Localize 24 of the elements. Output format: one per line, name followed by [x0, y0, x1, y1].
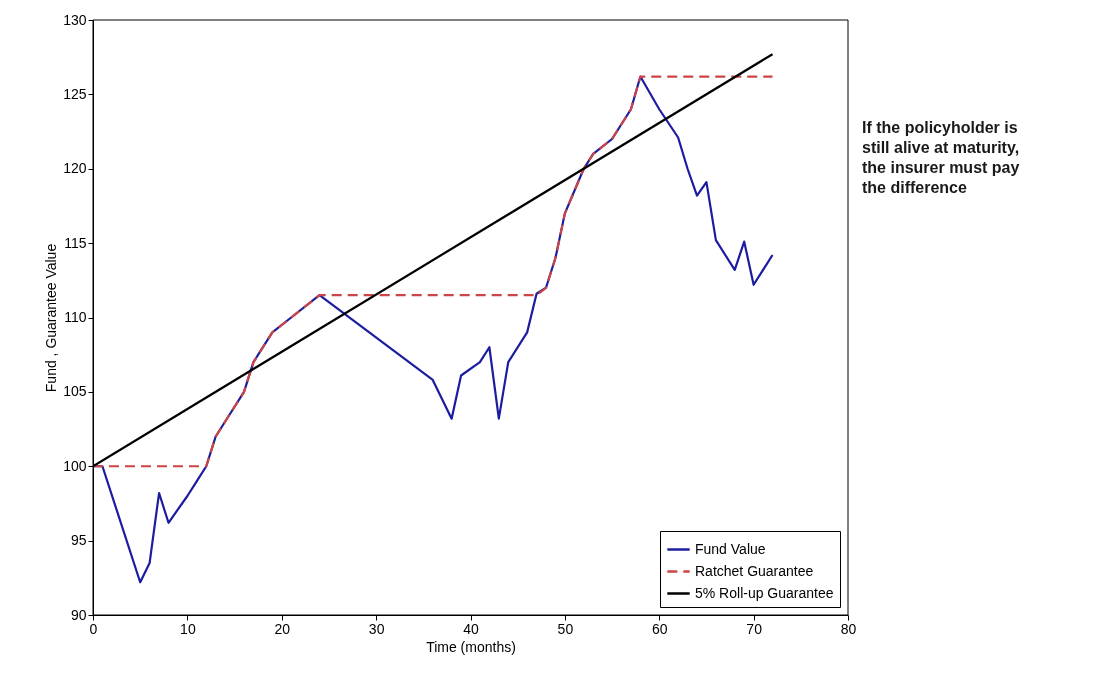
- y-tick-label: 130: [63, 11, 87, 28]
- x-tick-label: 50: [557, 620, 574, 637]
- text: If the policyholder is still alive at maturity, the insurer must pay the difference: [862, 119, 1020, 196]
- y-tick-label: 100: [63, 457, 87, 474]
- x-tick-label: 40: [463, 620, 479, 637]
- y-tick-label: 120: [63, 160, 87, 177]
- legend-label: 5% Roll-up Guarantee: [695, 584, 834, 601]
- x-tick-label: 20: [274, 620, 291, 637]
- legend-label: Fund Value: [695, 540, 766, 557]
- legend-label: Ratchet Guarantee: [695, 562, 814, 579]
- y-tick-label: 105: [63, 383, 87, 400]
- y-tick-label: 95: [70, 532, 87, 549]
- x-tick-label: 70: [746, 620, 763, 637]
- y-axis-title: Fund , Guarantee Value: [43, 243, 60, 393]
- y-tick-label: 90: [70, 606, 87, 623]
- y-tick-label: 110: [64, 309, 87, 325]
- y-tick-label: 125: [63, 85, 87, 102]
- x-tick-label: 0: [89, 620, 98, 637]
- x-tick-label: 30: [368, 620, 385, 637]
- x-axis-title: Time (months): [426, 638, 516, 655]
- x-tick-label: 80: [840, 620, 857, 637]
- x-tick-label: 60: [651, 620, 668, 637]
- x-tick-label: 10: [180, 620, 196, 637]
- y-tick-label: 115: [64, 234, 87, 251]
